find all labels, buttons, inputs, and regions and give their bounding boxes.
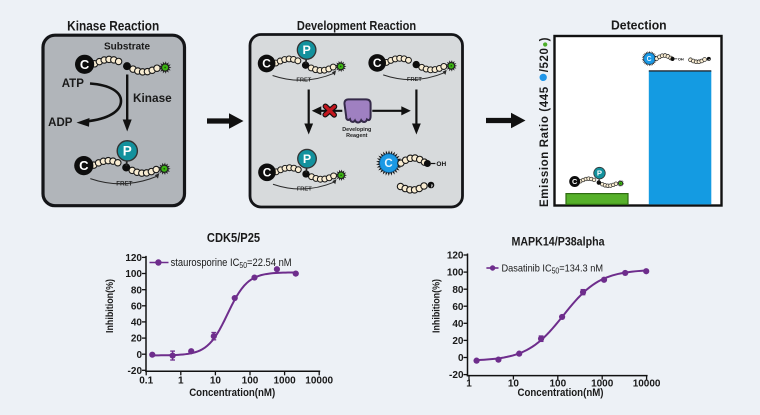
svg-text:P: P [123,143,132,158]
svg-text:10000: 10000 [633,378,661,389]
svg-text:Inhibition(%): Inhibition(%) [431,279,443,333]
svg-text:ATP: ATP [62,78,84,90]
svg-text:10000: 10000 [305,376,333,387]
svg-text:80: 80 [452,285,464,296]
svg-text:1: 1 [178,376,184,387]
svg-text:10: 10 [508,378,520,389]
svg-text:Inhibition(%): Inhibition(%) [104,279,116,333]
svg-text:C: C [262,57,271,71]
svg-text:Concentration(nM): Concentration(nM) [189,388,275,400]
svg-text:20: 20 [452,336,464,347]
svg-text:C: C [80,57,90,72]
svg-text:40: 40 [452,319,464,330]
svg-text:Development Reaction: Development Reaction [297,18,416,33]
svg-text:C: C [373,56,382,70]
svg-text:80: 80 [131,285,143,296]
svg-text:OH: OH [436,161,446,168]
svg-text:FRET: FRET [116,180,132,187]
svg-text:10: 10 [210,376,222,387]
svg-text:20: 20 [131,334,143,345]
svg-text:P: P [303,152,311,166]
svg-text:Developing: Developing [342,127,371,133]
svg-text:C: C [384,158,392,170]
svg-text:Concentration(nM): Concentration(nM) [517,388,603,400]
svg-text:C: C [79,158,89,173]
svg-text:60: 60 [131,301,143,312]
svg-text:100: 100 [242,376,259,387]
svg-text:p: p [709,59,711,61]
svg-text:120: 120 [125,253,142,264]
svg-text:P: P [597,169,602,178]
svg-text:Detection: Detection [611,18,667,32]
svg-text:p: p [431,183,434,187]
svg-text:Kinase: Kinase [133,91,172,105]
svg-text:FRET: FRET [407,77,422,83]
svg-text:P: P [302,43,310,57]
svg-text:Dasatinib IC50=134.3 nM: Dasatinib IC50=134.3 nM [502,263,604,276]
svg-text:100: 100 [549,378,566,389]
svg-text:1: 1 [466,378,472,389]
svg-text:staurosporine IC50=22.54 nM: staurosporine IC50=22.54 nM [171,258,292,271]
svg-text:1000: 1000 [591,378,614,389]
svg-text:C: C [647,56,652,63]
svg-text:60: 60 [452,302,464,313]
svg-text:Reagent: Reagent [346,133,367,139]
svg-text:40: 40 [131,318,143,329]
svg-text:-20: -20 [128,366,143,377]
svg-text:MAPK14/P38alpha: MAPK14/P38alpha [511,236,605,249]
svg-text:0: 0 [136,350,142,361]
svg-text:OH: OH [678,56,684,61]
svg-text:0: 0 [458,353,464,364]
svg-text:100: 100 [125,269,142,280]
svg-text:1000: 1000 [273,376,296,387]
svg-text:C: C [263,166,272,180]
svg-text:ADP: ADP [48,117,73,129]
svg-text:FRET: FRET [296,78,311,84]
svg-text:-20: -20 [449,370,464,381]
svg-text:Substrate: Substrate [104,42,151,53]
svg-text:120: 120 [447,251,464,262]
svg-text:CDK5/P25: CDK5/P25 [207,230,261,245]
svg-text:Emission Ratio (445 ●/520●): Emission Ratio (445 ●/520●) [533,37,552,207]
svg-text:FRET: FRET [297,187,312,193]
svg-text:C: C [572,177,578,186]
svg-text:100: 100 [447,268,464,279]
svg-text:Kinase Reaction: Kinase Reaction [67,19,159,34]
svg-text:0.1: 0.1 [139,376,153,387]
